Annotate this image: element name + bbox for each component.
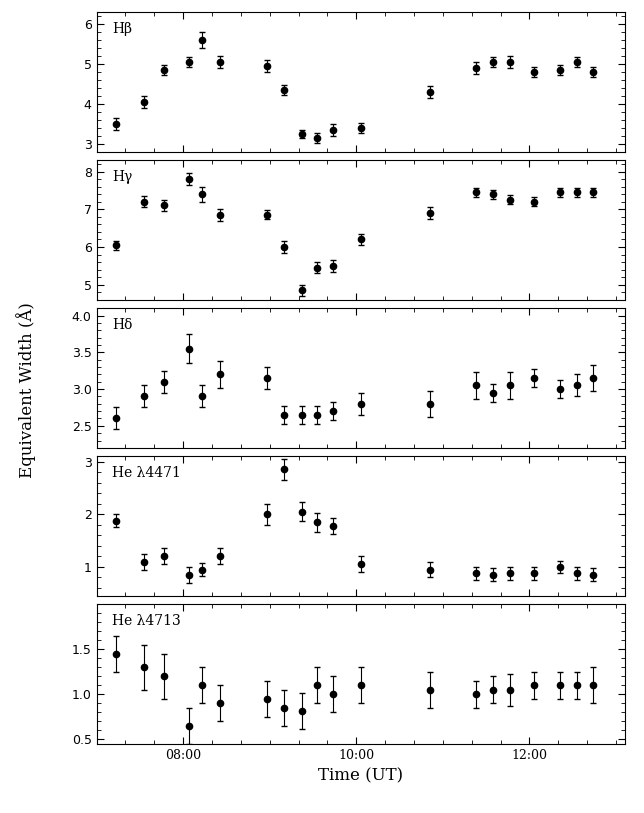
Text: Hβ: Hβ xyxy=(113,22,133,36)
Text: He λ4713: He λ4713 xyxy=(113,614,181,628)
Text: Hγ: Hγ xyxy=(113,170,133,184)
Text: Hδ: Hδ xyxy=(113,318,133,332)
Text: Equivalent Width (Å): Equivalent Width (Å) xyxy=(16,302,35,478)
X-axis label: Time (UT): Time (UT) xyxy=(318,767,403,785)
Text: He λ4471: He λ4471 xyxy=(113,466,182,480)
